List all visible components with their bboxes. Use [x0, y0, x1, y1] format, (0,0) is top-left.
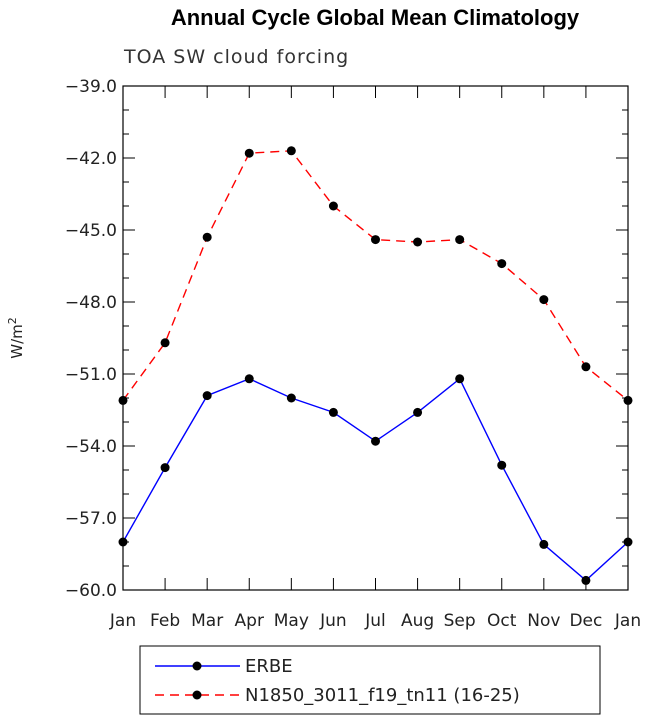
- series-0-point: [497, 460, 507, 470]
- y-tick-label: −54.0: [65, 437, 117, 457]
- series-0-point: [413, 407, 423, 417]
- series-0-point: [581, 575, 591, 585]
- series-1-point: [413, 237, 423, 247]
- x-tick-label: Nov: [527, 611, 560, 631]
- series-0-point: [455, 374, 465, 384]
- x-tick-label: Aug: [401, 611, 434, 631]
- legend-label-erbe: ERBE: [245, 656, 293, 677]
- series-0-point: [118, 537, 128, 547]
- x-axis: Jan Feb Mar Apr May Jun Jul Aug Sep Oct Nov Dec Jan: [109, 86, 641, 631]
- y-tick-label: −45.0: [65, 221, 117, 241]
- x-tick-label: Jun: [319, 611, 347, 631]
- series-line-1: [122, 150, 629, 401]
- series-0-point: [286, 393, 296, 403]
- series-1-point: [539, 295, 549, 305]
- chart-title: Annual Cycle Global Mean Climatology: [171, 5, 580, 30]
- x-tick-label: Sep: [444, 611, 476, 631]
- series-0-point: [244, 374, 254, 384]
- y-axis-label: W/m2: [6, 317, 26, 359]
- x-tick-label: Oct: [487, 611, 517, 631]
- x-tick-label: Jul: [364, 611, 386, 631]
- series-0-point: [371, 436, 380, 446]
- legend: ERBE N1850_3011_f19_tn11 (16-25): [139, 645, 601, 715]
- series-1-point: [286, 146, 296, 156]
- series-0-point: [160, 463, 170, 473]
- x-tick-label: Mar: [191, 611, 223, 631]
- series-layer: [118, 146, 633, 585]
- legend-box: [139, 645, 601, 715]
- series-1-point: [497, 259, 507, 269]
- legend-marker-model: [192, 690, 202, 700]
- y-tick-label: −57.0: [65, 509, 117, 529]
- x-tick-label: Feb: [150, 611, 180, 631]
- y-tick-label: −39.0: [65, 77, 117, 97]
- series-1-point: [328, 201, 338, 211]
- series-0-point: [328, 407, 338, 417]
- x-tick-label: Jan: [109, 611, 136, 631]
- y-axis-label-base: W/m: [8, 324, 26, 359]
- series-1-point: [455, 235, 465, 245]
- legend-label-model: N1850_3011_f19_tn11 (16-25): [245, 685, 520, 706]
- y-tick-label: −42.0: [65, 149, 117, 169]
- series-1-point: [118, 395, 128, 405]
- plot-area: [122, 85, 629, 591]
- legend-marker-erbe: [192, 661, 202, 671]
- x-tick-label: Jan: [614, 611, 641, 631]
- series-0-point: [623, 537, 633, 547]
- x-tick-label: Apr: [235, 611, 264, 631]
- series-1-point: [371, 235, 380, 245]
- series-1-point: [581, 362, 591, 372]
- chart-subtitle: TOA SW cloud forcing: [123, 46, 349, 68]
- series-0-point: [202, 391, 212, 401]
- series-0-point: [539, 539, 549, 549]
- series-1-point: [623, 395, 633, 405]
- x-tick-label: Dec: [569, 611, 602, 631]
- y-tick-label: −51.0: [65, 365, 117, 385]
- y-axis-label-sup: 2: [6, 317, 19, 324]
- series-1-point: [160, 338, 170, 348]
- y-tick-label: −60.0: [65, 581, 117, 601]
- series-1-point: [244, 148, 254, 158]
- y-axis: −39.0 −42.0 −45.0 −48.0 −51.0 −54.0 −57.0 −60.0: [65, 77, 628, 601]
- series-1-point: [202, 232, 212, 242]
- series-line-0: [122, 377, 629, 582]
- x-tick-label: May: [274, 611, 309, 631]
- y-tick-label: −48.0: [65, 293, 117, 313]
